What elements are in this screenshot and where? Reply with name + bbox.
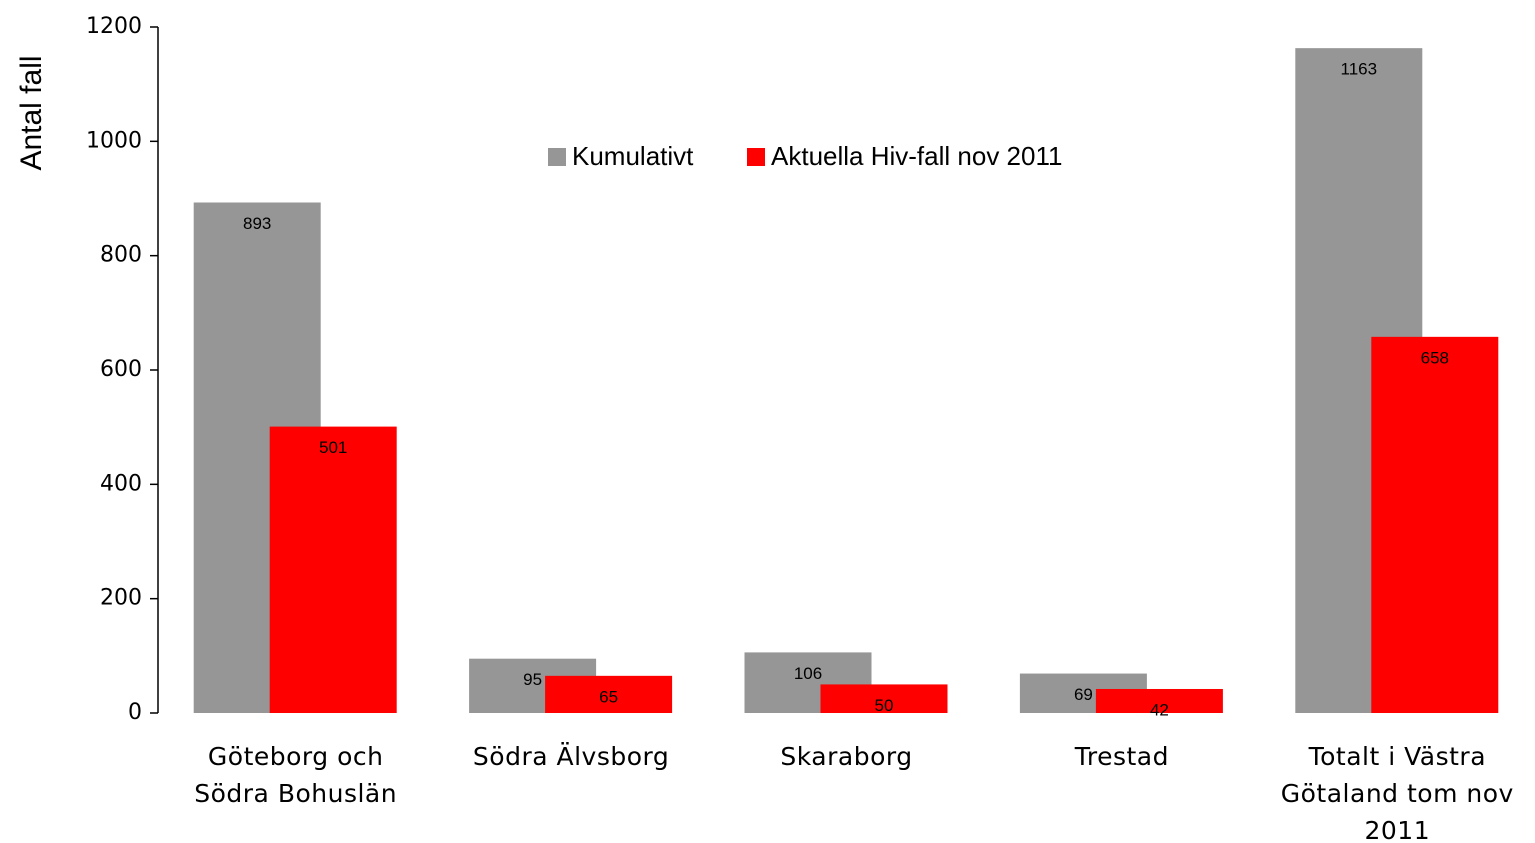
value-label: 65 xyxy=(599,687,618,706)
y-tick-label: 800 xyxy=(100,243,142,268)
bar xyxy=(1371,336,1499,713)
bar xyxy=(1095,688,1223,713)
value-label: 658 xyxy=(1421,348,1449,367)
value-label: 50 xyxy=(875,696,894,715)
value-label: 69 xyxy=(1074,685,1093,704)
y-tick-label: 1200 xyxy=(86,14,142,39)
value-label: 95 xyxy=(523,670,542,689)
value-label: 42 xyxy=(1150,700,1169,719)
value-label: 106 xyxy=(794,664,822,683)
y-tick-label: 600 xyxy=(100,357,142,382)
value-label: 1163 xyxy=(1341,60,1378,79)
legend-swatch xyxy=(548,148,566,166)
value-label: 893 xyxy=(243,214,271,233)
x-tick-label: Totalt i Västra Götaland tom nov 2011 xyxy=(1280,742,1514,843)
x-tick-label: Södra Älvsborg xyxy=(472,742,670,771)
legend-label: Kumulativt xyxy=(572,141,694,171)
bar xyxy=(545,675,673,713)
bar xyxy=(820,684,948,713)
value-label: 501 xyxy=(319,438,347,457)
y-tick-label: 200 xyxy=(100,586,142,611)
y-tick-label: 0 xyxy=(128,700,142,725)
legend-swatch xyxy=(747,148,765,166)
x-tick-label: Skaraborg xyxy=(780,742,913,771)
y-tick-label: 1000 xyxy=(86,128,142,153)
x-tick-label: Trestad xyxy=(1074,742,1169,771)
y-tick-label: 400 xyxy=(100,471,142,496)
x-tick-label: Göteborg och Södra Bohuslän xyxy=(194,742,398,808)
y-axis-title: Antal fall xyxy=(15,55,48,170)
bar xyxy=(269,426,397,713)
legend-label: Aktuella Hiv-fall nov 2011 xyxy=(771,141,1062,171)
